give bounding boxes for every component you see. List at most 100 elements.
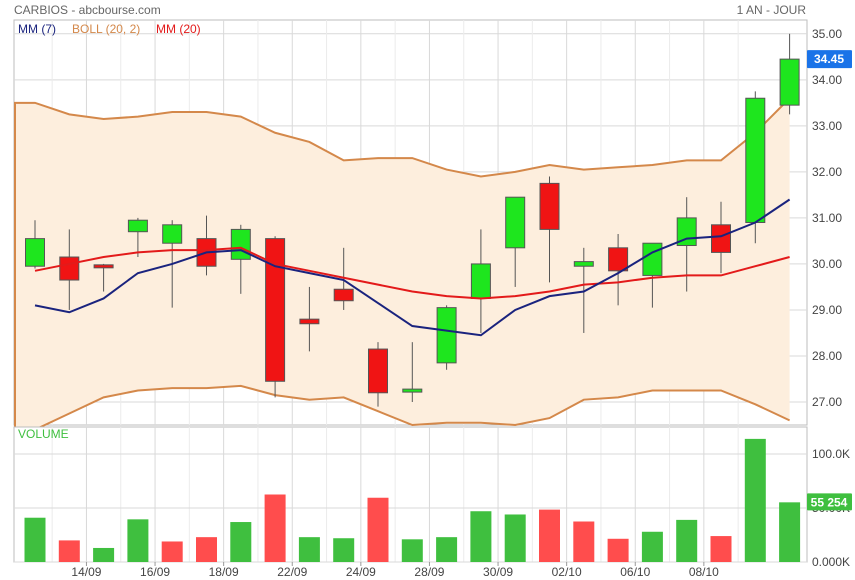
- volume-bar: [470, 511, 492, 562]
- candle-body: [162, 224, 183, 244]
- candle: [127, 217, 148, 258]
- bollinger-upper-line: [14, 97, 791, 178]
- x-tick-label: 16/09: [140, 565, 170, 579]
- last-volume-badge-bg: [807, 493, 852, 511]
- volume-bar: [230, 522, 252, 562]
- legend-ma20: MM (20): [156, 22, 201, 36]
- x-tick-label: 08/10: [689, 565, 719, 579]
- candle-body: [711, 224, 731, 253]
- candle: [93, 263, 114, 292]
- candle-body: [265, 238, 286, 382]
- price-tick-label: 32.00: [812, 165, 842, 179]
- candle-body: [436, 307, 457, 364]
- volume-bars: [24, 438, 801, 562]
- volume-bar: [436, 537, 458, 562]
- candle: [745, 91, 766, 244]
- candle-body: [745, 97, 766, 223]
- ma7-line: [34, 198, 791, 337]
- volume-bar: [333, 538, 355, 562]
- candle-body: [779, 58, 800, 106]
- volume-tick-label: 0.000K: [812, 555, 850, 569]
- last-price-badge: 34.45: [807, 50, 852, 69]
- price-tick-label: 31.00: [812, 211, 842, 225]
- legend-ma7: MM (7): [18, 22, 56, 36]
- price-tick-label: 27.00: [812, 395, 842, 409]
- volume-bar: [24, 517, 46, 562]
- x-tick-label: 14/09: [71, 565, 101, 579]
- volume-bar: [161, 541, 183, 562]
- candle: [368, 342, 388, 407]
- candle: [436, 305, 457, 370]
- volume-bar: [676, 519, 698, 562]
- price-tick-label: 29.00: [812, 303, 842, 317]
- candle: [711, 201, 731, 274]
- period-label: 1 AN - JOUR: [737, 3, 807, 17]
- volume-bar: [573, 521, 595, 562]
- volume-title: VOLUME: [18, 427, 69, 441]
- volume-tick-label: 100.0K: [812, 447, 850, 461]
- candle: [25, 220, 45, 269]
- price-tick-label: 34.00: [812, 73, 842, 87]
- legend: MM (7) BOLL (20, 2) MM (20): [18, 22, 201, 36]
- x-tick-label: 28/09: [414, 565, 444, 579]
- candle-body: [25, 238, 45, 267]
- price-tick-label: 30.00: [812, 257, 842, 271]
- price-tick-label: 28.00: [812, 349, 842, 363]
- volume-bar: [367, 497, 389, 562]
- last-volume-label: 55 254: [811, 495, 848, 509]
- candle-body: [402, 388, 423, 393]
- bollinger-band-fill: [14, 98, 790, 430]
- candle-body: [470, 263, 491, 299]
- volume-bar: [127, 519, 149, 562]
- last-volume-badge: 55 254: [807, 493, 852, 511]
- volume-bar: [744, 438, 766, 562]
- price-axis: 27.00 28.00 29.00 30.00 31.00 32.00 33.00 34.00…: [812, 27, 842, 409]
- volume-bar: [401, 539, 423, 562]
- volume-bar: [504, 514, 526, 562]
- volume-bar: [298, 537, 320, 562]
- candle-body: [505, 196, 526, 249]
- volume-bar: [710, 536, 732, 562]
- legend-bollinger: BOLL (20, 2): [72, 22, 140, 36]
- last-price-label: 34.45: [814, 52, 844, 66]
- x-axis: 14/09 16/09 18/09 22/09 24/09 28/09 30/09 02/10…: [71, 562, 719, 579]
- bollinger-lower-line: [14, 384, 791, 431]
- candle: [402, 342, 423, 402]
- candle-body: [59, 256, 80, 281]
- x-tick-label: 02/10: [552, 565, 582, 579]
- volume-bar: [264, 494, 286, 562]
- last-price-badge-bg: [807, 50, 852, 69]
- candle-body: [93, 264, 114, 269]
- candle: [505, 196, 526, 287]
- candle: [299, 286, 320, 352]
- x-tick-label: 24/09: [346, 565, 376, 579]
- candle-body: [573, 261, 594, 267]
- x-tick-label: 06/10: [620, 565, 650, 579]
- volume-bar: [607, 538, 629, 562]
- candle-body: [539, 182, 560, 230]
- ma20-line: [34, 246, 790, 300]
- candle-body: [299, 318, 320, 325]
- volume-bar: [196, 537, 217, 562]
- candle-body: [642, 242, 663, 276]
- volume-bar: [779, 502, 801, 562]
- candle-body: [368, 348, 388, 394]
- candle: [539, 176, 560, 283]
- price-tick-label: 35.00: [812, 27, 842, 41]
- volume-bar: [641, 531, 663, 562]
- candle: [333, 247, 354, 310]
- x-tick-label: 30/09: [483, 565, 513, 579]
- x-tick-label: 22/09: [277, 565, 307, 579]
- volume-bar: [539, 509, 560, 562]
- x-tick-label: 18/09: [209, 565, 239, 579]
- price-panel: 27.00 28.00 29.00 30.00 31.00 32.00 33.00 34.00…: [13, 19, 852, 431]
- candle-body: [333, 288, 354, 302]
- candle: [573, 247, 594, 333]
- candle: [608, 234, 629, 306]
- volume-bar: [93, 547, 115, 562]
- volume-bar: [58, 540, 80, 562]
- candle-body: [608, 247, 629, 272]
- chart-title: CARBIOS - abcbourse.com: [14, 3, 161, 17]
